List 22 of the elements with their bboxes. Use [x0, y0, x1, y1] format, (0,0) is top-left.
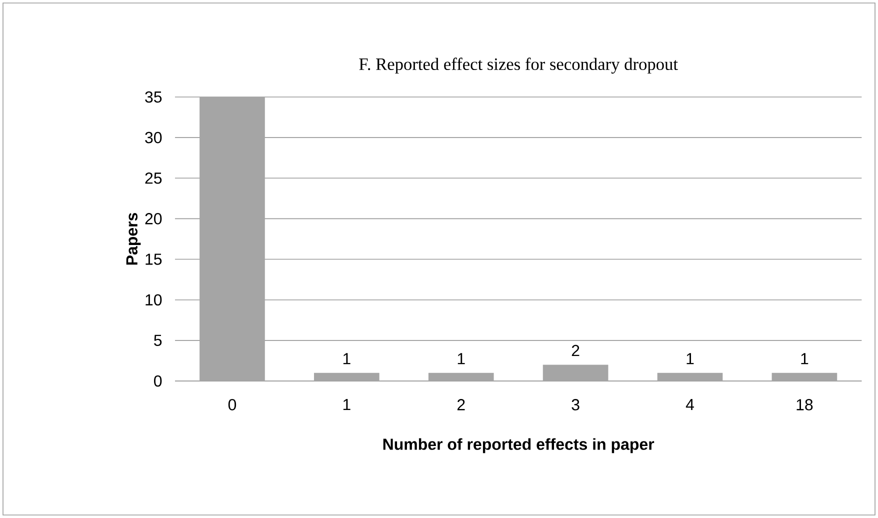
data-label: 1 [686, 353, 694, 364]
y-tick-label: 25 [145, 172, 162, 184]
y-tick-label: 30 [145, 132, 162, 144]
x-tick-label: 2 [457, 399, 465, 410]
chart-title: F. Reported effect sizes for secondary dropout [359, 58, 678, 74]
y-tick-label: 5 [154, 334, 162, 346]
y-tick-label: 20 [145, 213, 162, 224]
x-tick-label: 18 [796, 399, 813, 410]
x-tick-label: 3 [572, 399, 580, 410]
data-label: 1 [801, 353, 808, 364]
y-tick-label: 15 [146, 254, 162, 265]
y-tick-label: 10 [146, 294, 162, 306]
data-label: 1 [458, 353, 465, 364]
data-label: 2 [572, 344, 580, 356]
data-label: 1 [343, 353, 350, 364]
y-tick-label: 0 [154, 375, 162, 387]
y-axis-title: Papers [126, 212, 141, 265]
x-axis-title: Number of reported effects in paper [383, 438, 654, 454]
y-tick-label: 35 [145, 91, 162, 103]
x-tick-label: 0 [228, 399, 236, 410]
x-tick-label: 4 [686, 399, 694, 410]
x-tick-label: 1 [343, 399, 350, 410]
